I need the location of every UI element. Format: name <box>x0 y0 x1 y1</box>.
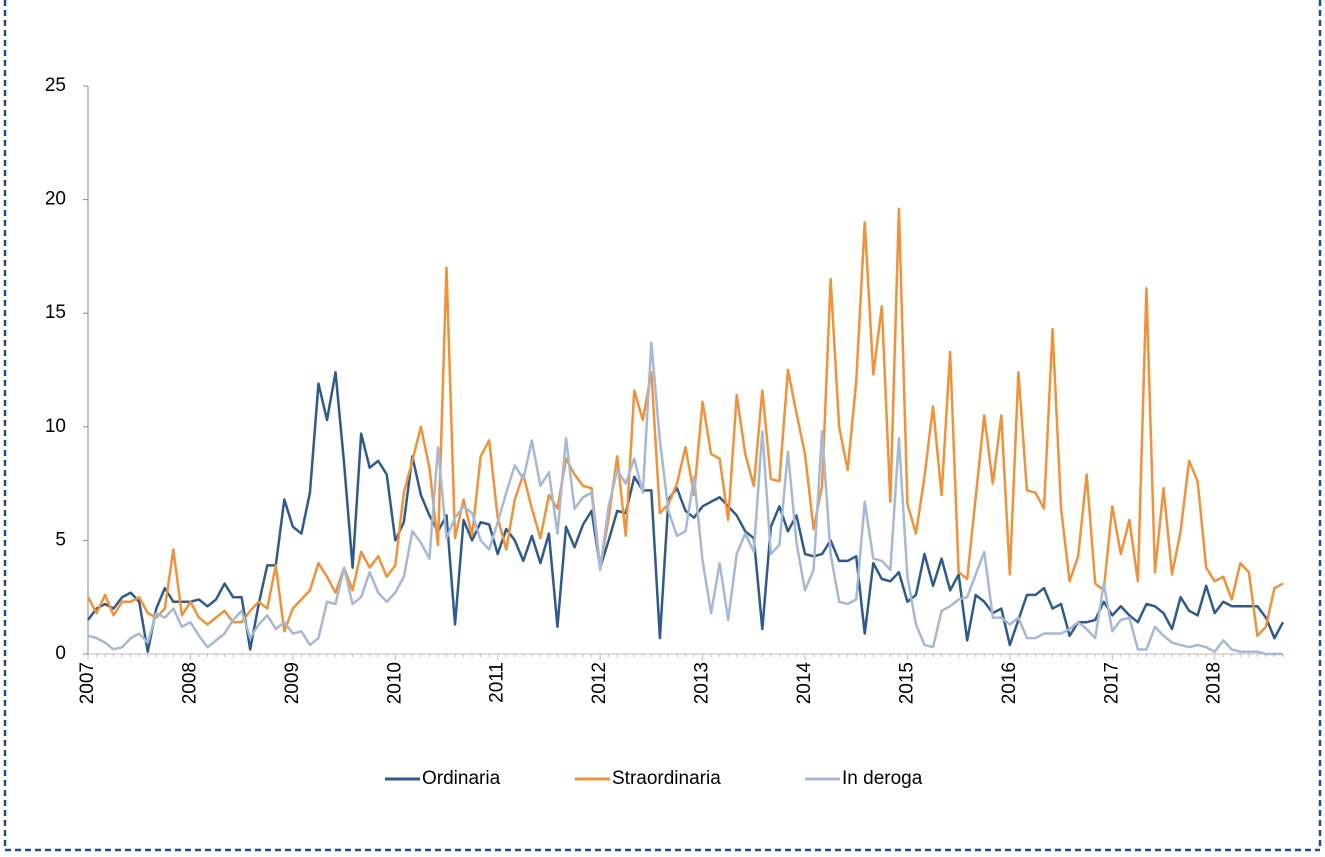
x-tick-label: 2016 <box>999 662 1020 704</box>
y-tick-label: 15 <box>45 302 66 323</box>
y-tick-label: 25 <box>45 75 66 96</box>
x-tick-label: 2008 <box>179 662 200 704</box>
x-tick-label: 2007 <box>77 662 98 704</box>
series-line <box>87 341 1283 656</box>
x-tick-label: 2017 <box>1101 662 1122 704</box>
series-line <box>87 371 1285 653</box>
x-tick-label: 2018 <box>1204 662 1225 704</box>
x-tick-label: 2015 <box>896 662 917 704</box>
x-tick-label: 2011 <box>487 662 508 703</box>
y-tick-label: 20 <box>45 189 66 210</box>
legend-label: Ordinaria <box>422 768 501 789</box>
legend-label: In deroga <box>842 768 923 789</box>
y-tick-label: 0 <box>55 643 66 664</box>
series-line <box>86 207 1284 638</box>
legend-label: Straordinaria <box>612 768 721 789</box>
x-tick-label: 2012 <box>589 662 610 704</box>
x-tick-label: 2014 <box>794 662 815 705</box>
y-tick-label: 5 <box>55 529 66 550</box>
x-tick-label: 2013 <box>692 662 713 704</box>
x-tick-label: 2010 <box>384 662 405 704</box>
y-tick-label: 10 <box>45 416 66 437</box>
frame <box>3 0 1322 852</box>
x-tick-label: 2009 <box>282 662 303 704</box>
